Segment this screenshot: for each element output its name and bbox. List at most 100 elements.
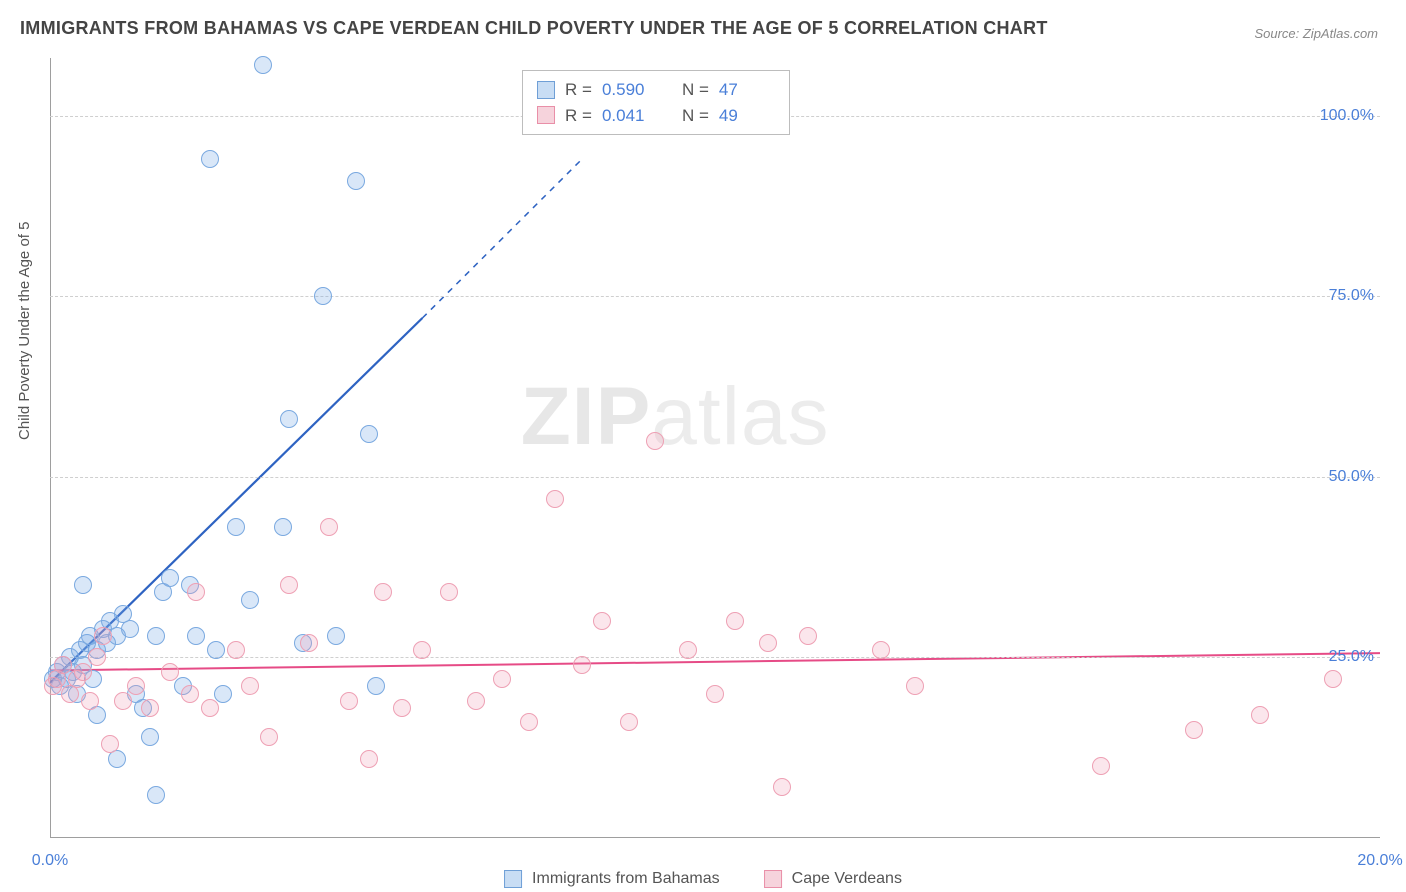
point-capeverde	[201, 699, 219, 717]
point-capeverde	[646, 432, 664, 450]
n-label: N =	[682, 103, 709, 129]
n-value-capeverde: 49	[719, 103, 775, 129]
swatch-capeverde	[764, 870, 782, 888]
swatch-bahamas	[504, 870, 522, 888]
point-capeverde	[101, 735, 119, 753]
point-capeverde	[161, 663, 179, 681]
point-capeverde	[241, 677, 259, 695]
point-capeverde	[300, 634, 318, 652]
x-tick-min: 0.0%	[32, 852, 68, 870]
trend-line-capeverde	[50, 653, 1380, 670]
point-capeverde	[94, 627, 112, 645]
swatch-capeverde	[537, 106, 555, 124]
point-bahamas	[74, 576, 92, 594]
point-bahamas	[147, 627, 165, 645]
point-capeverde	[759, 634, 777, 652]
point-capeverde	[593, 612, 611, 630]
y-tick-label: 50.0%	[1329, 468, 1374, 486]
point-capeverde	[141, 699, 159, 717]
source-label: Source: ZipAtlas.com	[1254, 26, 1378, 41]
point-capeverde	[280, 576, 298, 594]
swatch-bahamas	[537, 81, 555, 99]
point-bahamas	[367, 677, 385, 695]
y-tick-label: 25.0%	[1329, 648, 1374, 666]
point-bahamas	[347, 172, 365, 190]
point-capeverde	[440, 583, 458, 601]
watermark-atlas: atlas	[651, 371, 829, 462]
point-bahamas	[254, 56, 272, 74]
r-label: R =	[565, 77, 592, 103]
point-capeverde	[1324, 670, 1342, 688]
point-bahamas	[360, 425, 378, 443]
point-capeverde	[573, 656, 591, 674]
plot-area: ZIPatlas 25.0% 50.0% 75.0% 100.0%	[50, 58, 1380, 838]
y-axis-line	[50, 58, 51, 838]
point-bahamas	[227, 518, 245, 536]
n-value-bahamas: 47	[719, 77, 775, 103]
point-capeverde	[260, 728, 278, 746]
point-capeverde	[706, 685, 724, 703]
gridline	[50, 296, 1380, 297]
point-capeverde	[872, 641, 890, 659]
point-capeverde	[799, 627, 817, 645]
point-capeverde	[227, 641, 245, 659]
gridline	[50, 657, 1380, 658]
point-capeverde	[88, 648, 106, 666]
point-bahamas	[207, 641, 225, 659]
point-capeverde	[773, 778, 791, 796]
point-capeverde	[906, 677, 924, 695]
point-capeverde	[467, 692, 485, 710]
legend-item-capeverde: Cape Verdeans	[764, 870, 902, 888]
gridline	[50, 477, 1380, 478]
series-label-bahamas: Immigrants from Bahamas	[532, 870, 720, 888]
legend-series: Immigrants from Bahamas Cape Verdeans	[504, 870, 902, 888]
point-capeverde	[493, 670, 511, 688]
point-capeverde	[360, 750, 378, 768]
point-capeverde	[181, 685, 199, 703]
y-tick-label: 100.0%	[1320, 107, 1374, 125]
point-capeverde	[1185, 721, 1203, 739]
point-capeverde	[127, 677, 145, 695]
point-capeverde	[320, 518, 338, 536]
legend-item-bahamas: Immigrants from Bahamas	[504, 870, 720, 888]
point-capeverde	[81, 692, 99, 710]
point-capeverde	[340, 692, 358, 710]
point-capeverde	[546, 490, 564, 508]
point-capeverde	[520, 713, 538, 731]
point-bahamas	[161, 569, 179, 587]
point-bahamas	[327, 627, 345, 645]
point-capeverde	[1092, 757, 1110, 775]
r-label: R =	[565, 103, 592, 129]
point-bahamas	[241, 591, 259, 609]
point-bahamas	[187, 627, 205, 645]
point-capeverde	[620, 713, 638, 731]
x-tick-max: 20.0%	[1357, 852, 1402, 870]
y-tick-label: 75.0%	[1329, 287, 1374, 305]
point-bahamas	[147, 786, 165, 804]
point-bahamas	[280, 410, 298, 428]
watermark: ZIPatlas	[521, 370, 830, 464]
point-capeverde	[393, 699, 411, 717]
point-capeverde	[726, 612, 744, 630]
point-bahamas	[214, 685, 232, 703]
point-bahamas	[274, 518, 292, 536]
point-capeverde	[374, 583, 392, 601]
point-capeverde	[679, 641, 697, 659]
point-capeverde	[1251, 706, 1269, 724]
x-axis-line	[50, 837, 1380, 838]
point-bahamas	[201, 150, 219, 168]
chart-title: IMMIGRANTS FROM BAHAMAS VS CAPE VERDEAN …	[20, 18, 1048, 39]
series-label-capeverde: Cape Verdeans	[792, 870, 902, 888]
legend-row-bahamas: R = 0.590 N = 47	[537, 77, 775, 103]
n-label: N =	[682, 77, 709, 103]
trend-line-dash-bahamas	[422, 159, 582, 318]
watermark-zip: ZIP	[521, 371, 652, 462]
point-capeverde	[74, 663, 92, 681]
point-capeverde	[114, 692, 132, 710]
point-capeverde	[187, 583, 205, 601]
trend-lines-layer	[50, 58, 1380, 838]
y-axis-label: Child Poverty Under the Age of 5	[16, 222, 33, 440]
r-value-capeverde: 0.041	[602, 103, 658, 129]
point-capeverde	[413, 641, 431, 659]
r-value-bahamas: 0.590	[602, 77, 658, 103]
